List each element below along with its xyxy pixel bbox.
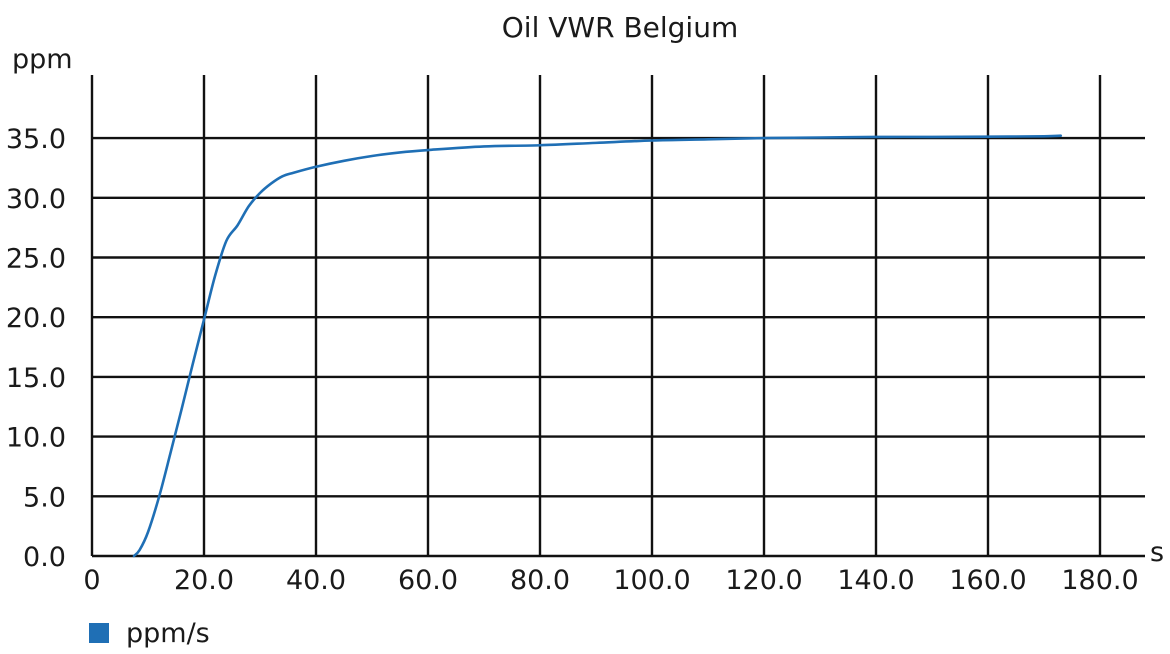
- x-tick-label: 80.0: [510, 565, 570, 596]
- y-tick-label: 15.0: [6, 363, 66, 394]
- x-tick-label: 180.0: [1061, 565, 1138, 596]
- y-tick-label: 35.0: [6, 124, 66, 155]
- x-tick-label: 40.0: [286, 565, 346, 596]
- x-tick-label: 160.0: [949, 565, 1026, 596]
- x-tick-label: 100.0: [613, 565, 690, 596]
- y-tick-label: 0.0: [23, 542, 66, 573]
- legend-label: ppm/s: [126, 618, 210, 649]
- y-axis-label: ppm: [12, 44, 73, 75]
- x-tick-label: 20.0: [174, 565, 234, 596]
- x-tick-label: 60.0: [398, 565, 458, 596]
- y-tick-label: 20.0: [6, 303, 66, 334]
- x-tick-label: 0: [83, 565, 100, 596]
- chart-title: Oil VWR Belgium: [502, 11, 738, 44]
- legend-swatch: [89, 623, 109, 643]
- y-tick-label: 30.0: [6, 184, 66, 215]
- x-tick-label: 140.0: [837, 565, 914, 596]
- y-tick-label: 10.0: [6, 423, 66, 454]
- series-line: [132, 134, 1063, 558]
- legend: ppm/s: [89, 618, 210, 649]
- grid: [90, 75, 1145, 558]
- series-layer: [132, 134, 1063, 558]
- x-tick-label: 120.0: [725, 565, 802, 596]
- y-tick-label: 5.0: [23, 482, 66, 513]
- tick-labels: 0 20.0 40.0 60.0 80.0 100.0 120.0 140.0 160.0 180…: [6, 124, 1139, 596]
- y-tick-label: 25.0: [6, 244, 66, 275]
- x-axis-label: s: [1150, 537, 1164, 568]
